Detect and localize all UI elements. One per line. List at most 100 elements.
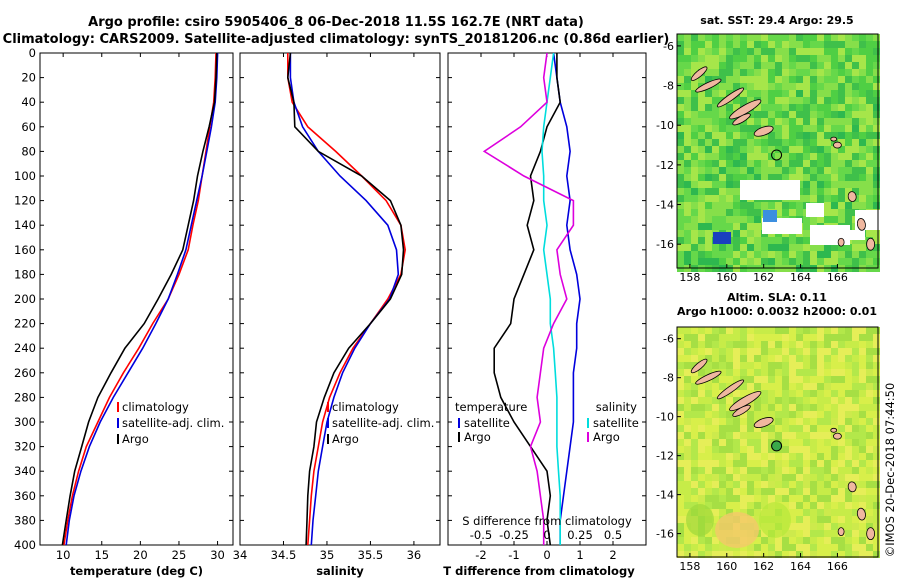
map-cell [740, 460, 747, 467]
map-cell [712, 390, 719, 397]
depth-tick-label: 400 [14, 538, 36, 552]
map-cell [761, 167, 768, 174]
map-cell [698, 251, 705, 258]
map-cell [838, 41, 845, 48]
map-cell [761, 481, 768, 488]
map-cell [775, 118, 782, 125]
map-cell [803, 230, 810, 237]
map-cell [712, 202, 719, 209]
map-cell [740, 411, 747, 418]
map-cell [810, 397, 817, 404]
map-cell [719, 118, 726, 125]
map-cell [817, 495, 824, 502]
map-cell [705, 446, 712, 453]
map-cell [698, 216, 705, 223]
map-cell [768, 439, 775, 446]
island-shape [837, 237, 845, 247]
map-cell [677, 467, 684, 474]
map-cell [838, 153, 845, 160]
map-cell [719, 425, 726, 432]
map-cell [705, 551, 712, 558]
map-cell [768, 76, 775, 83]
map-cell [740, 69, 747, 76]
map-cell [831, 97, 838, 104]
map-cell [859, 132, 866, 139]
map-cell [831, 383, 838, 390]
map-cell [873, 174, 880, 181]
map-cell [768, 432, 775, 439]
map-cell [754, 153, 761, 160]
map-cell [684, 530, 691, 537]
map-cell [754, 460, 761, 467]
map-cell [796, 139, 803, 146]
x-tick-top-label: -0.5 [470, 528, 492, 542]
map-cell [719, 341, 726, 348]
map-cell [831, 446, 838, 453]
map-cell [803, 111, 810, 118]
map-cell [782, 111, 789, 118]
map-cell [705, 537, 712, 544]
map-cell [733, 390, 740, 397]
map-cell [852, 181, 859, 188]
map-cell [845, 537, 852, 544]
map-cell [789, 118, 796, 125]
map-cell [705, 383, 712, 390]
map-cell [684, 125, 691, 132]
map-cell [817, 397, 824, 404]
map-cell [838, 404, 845, 411]
map-cell [845, 104, 852, 111]
map-cell [810, 523, 817, 530]
map-cell [789, 209, 796, 216]
map-cell [719, 481, 726, 488]
map-cell [684, 111, 691, 118]
map-cell [852, 404, 859, 411]
map-cell [817, 453, 824, 460]
map-cell [796, 104, 803, 111]
map-cell [845, 216, 852, 223]
map-cell [873, 230, 880, 237]
map-cell [684, 502, 691, 509]
map-cell [803, 327, 810, 334]
map-cell [789, 495, 796, 502]
map-cell [831, 397, 838, 404]
map-cell [691, 62, 698, 69]
map-cell [775, 453, 782, 460]
map-cell [824, 362, 831, 369]
map-cell [761, 488, 768, 495]
map-cell [754, 76, 761, 83]
map-cell [768, 495, 775, 502]
map-cell [782, 502, 789, 509]
map-cell [831, 467, 838, 474]
argo-position-marker [771, 149, 783, 161]
map-blob [759, 502, 791, 538]
map-cell [775, 34, 782, 41]
map-cell [817, 174, 824, 181]
map-cell [824, 355, 831, 362]
map-cell [817, 104, 824, 111]
map-cell [761, 369, 768, 376]
map-cell [775, 537, 782, 544]
map-cell [831, 202, 838, 209]
map-cell [754, 251, 761, 258]
map-cell [691, 327, 698, 334]
map-cell [698, 230, 705, 237]
map-cell [684, 488, 691, 495]
map-cell [845, 355, 852, 362]
map-cell [698, 146, 705, 153]
map-cell [747, 502, 754, 509]
legend-label: Argo [593, 430, 620, 444]
x-tick-top-label: 0 [543, 528, 550, 542]
map-cell [873, 537, 880, 544]
map-cell [677, 432, 684, 439]
map-cell [852, 537, 859, 544]
map-cell [747, 334, 754, 341]
map-cell [712, 195, 719, 202]
map-cell [761, 90, 768, 97]
map-cell [775, 495, 782, 502]
map-cell [859, 390, 866, 397]
map-cell [810, 146, 817, 153]
map-cell [677, 509, 684, 516]
map-cell [852, 474, 859, 481]
map-cell [838, 495, 845, 502]
map-cell [768, 376, 775, 383]
